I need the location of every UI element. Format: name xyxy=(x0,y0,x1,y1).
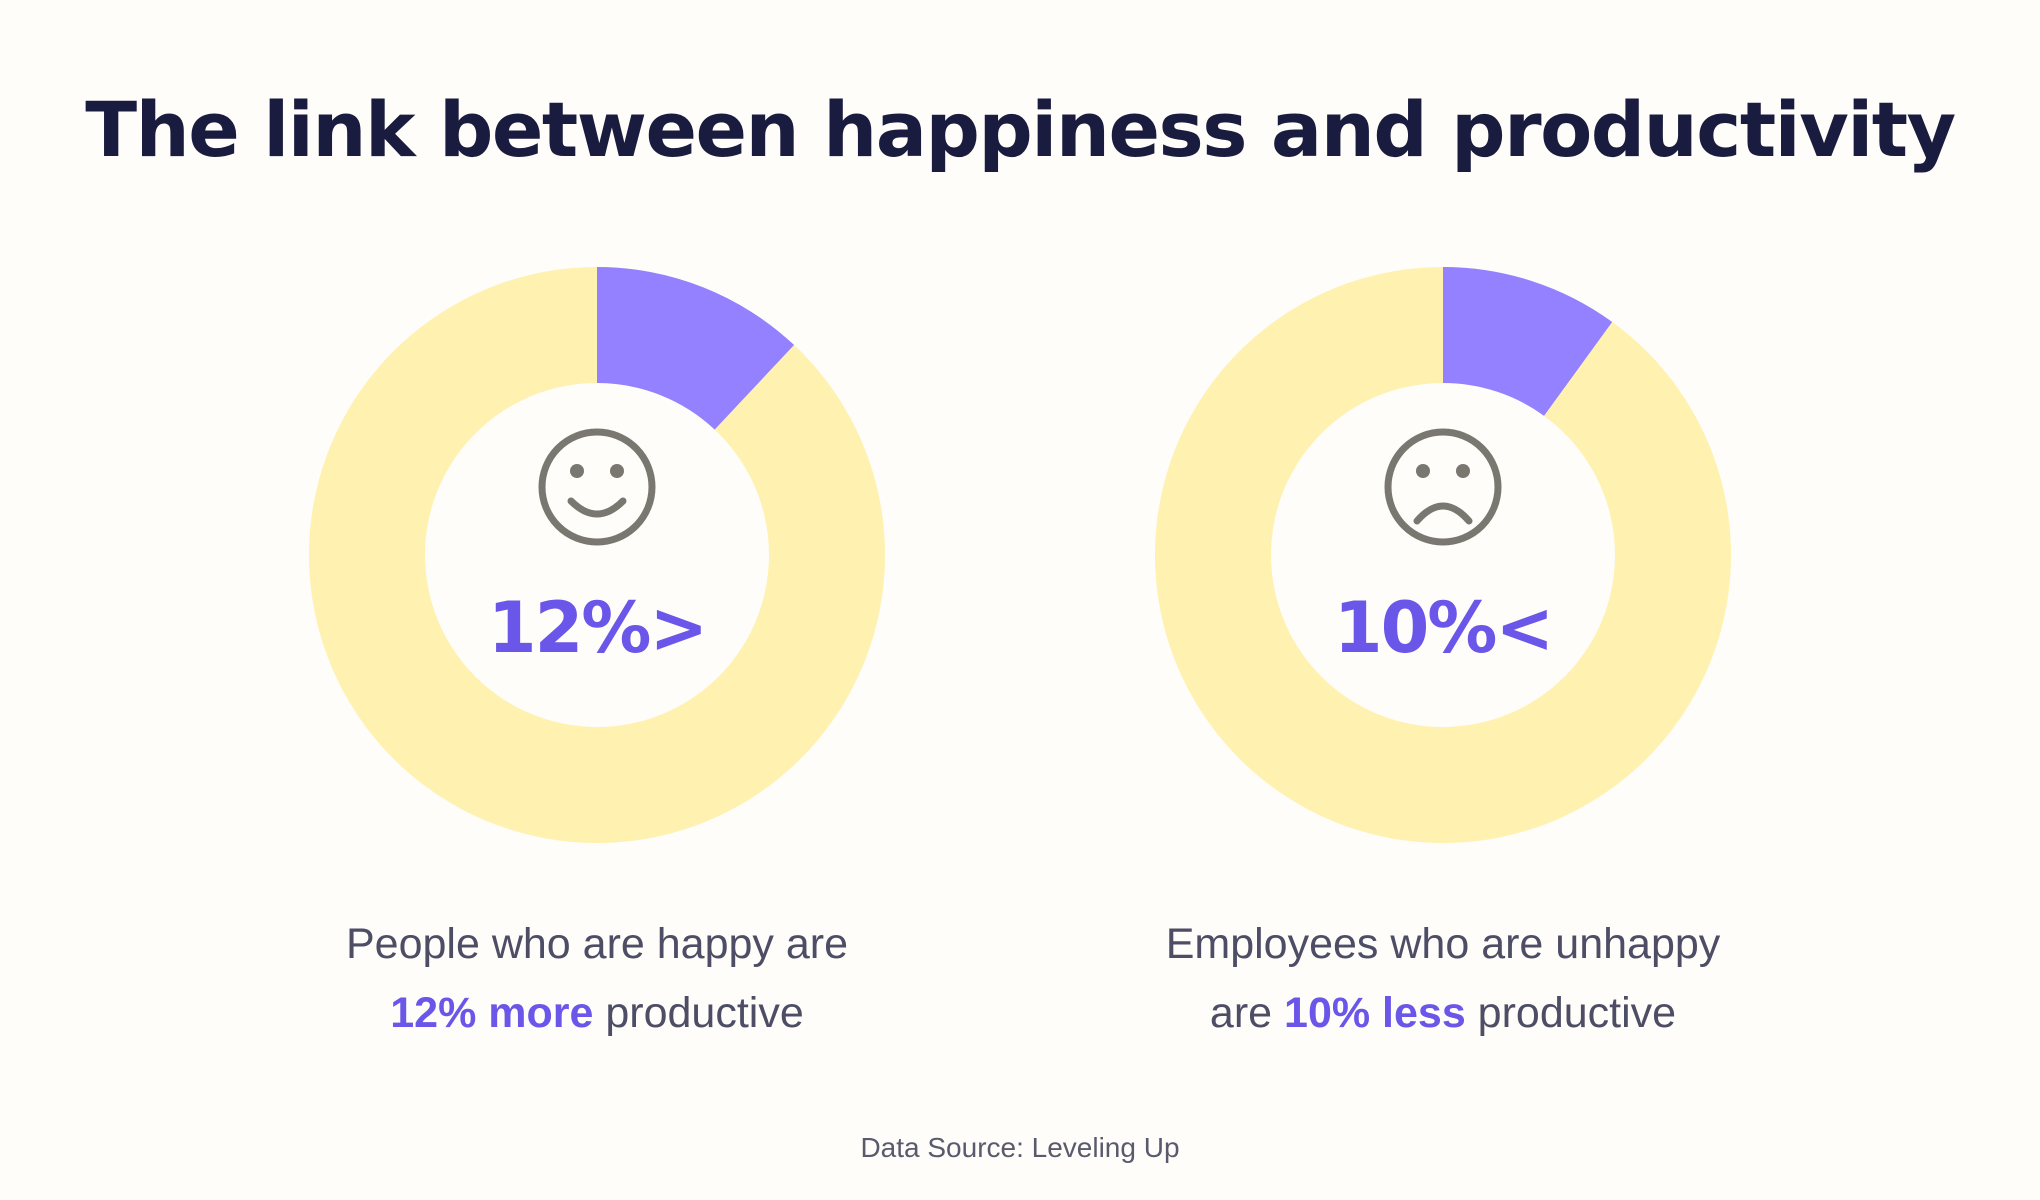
donut-svg xyxy=(1155,267,1731,844)
caption-line-1: Employees who are unhappy xyxy=(1165,920,1721,968)
caption-happy: People who are happy are 12% more produc… xyxy=(247,910,947,1048)
donut-slice-remainder xyxy=(309,267,886,843)
sad-face-icon xyxy=(1384,428,1502,546)
caption-line-2: 12% more productive xyxy=(247,979,947,1048)
caption-unhappy: Employees who are unhappy are 10% less p… xyxy=(1093,910,1793,1048)
data-source: Data Source: Leveling Up xyxy=(860,1132,1180,1163)
chart-title: The link between happiness and productiv… xyxy=(85,85,1956,174)
donut-slice-highlight xyxy=(597,267,795,430)
donut-chart-happy: 12%> xyxy=(297,255,897,855)
smiley-face-icon xyxy=(538,428,656,546)
donut-chart-unhappy: 10%< xyxy=(1143,255,1743,855)
caption-prefix: are xyxy=(1209,989,1285,1037)
donut-slice-highlight xyxy=(1443,267,1613,416)
caption-rest: productive xyxy=(1465,989,1677,1037)
caption-line-1: People who are happy are xyxy=(345,920,849,968)
caption-rest: productive xyxy=(593,989,804,1037)
donut-slice-remainder xyxy=(1155,267,1731,844)
caption-highlight: 12% more xyxy=(390,989,594,1037)
center-stat-label: 12%> xyxy=(487,587,708,669)
caption-line-2: are 10% less productive xyxy=(1093,979,1793,1048)
donut-svg xyxy=(309,267,886,843)
caption-highlight: 10% less xyxy=(1284,989,1466,1037)
center-stat-label: 10%< xyxy=(1333,587,1554,669)
